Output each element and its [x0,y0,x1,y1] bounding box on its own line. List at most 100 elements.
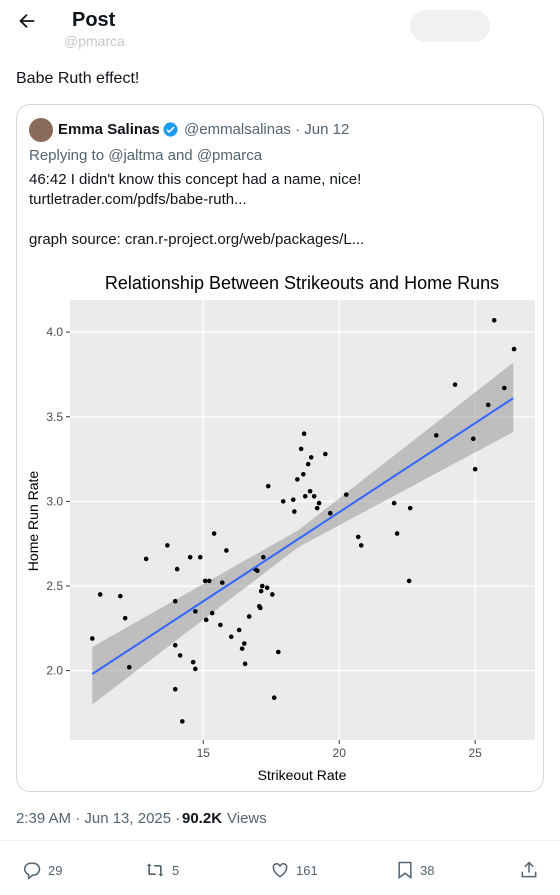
point [219,580,225,585]
trend-line [91,397,514,675]
point [316,500,322,506]
point [218,622,223,628]
point [197,554,203,560]
point [323,451,328,457]
point [307,488,313,494]
point [180,719,185,724]
y-axis-label: Home Run Rate [25,471,41,572]
back-button[interactable] [16,10,38,32]
y-tick-label: 2.0 [46,664,63,678]
point [470,436,476,442]
confidence-band [92,362,514,705]
point [311,494,317,499]
point [239,646,245,651]
reply-icon [24,862,41,880]
point [242,661,248,667]
point [174,566,180,572]
x-tick-label: 25 [468,746,482,760]
point [97,592,103,597]
faded-button [410,10,490,42]
point [122,615,128,621]
bookmark-icon [398,861,412,879]
repost-icon [146,863,164,877]
point [172,642,178,648]
point [193,666,198,672]
like-icon [272,862,288,878]
share-button[interactable] [519,860,539,880]
point [327,510,333,516]
point [305,461,311,467]
point [264,585,270,590]
point [290,497,296,502]
point [452,382,458,387]
x-tick-label: 15 [197,746,211,760]
point [193,609,198,614]
quote-link[interactable]: turtletrader.com/pdfs/babe-ruth... [29,191,247,208]
point [472,466,478,472]
bookmark-count: 38 [420,862,435,878]
point [407,505,413,511]
point [355,534,361,540]
point [126,664,132,670]
replying-to: Replying to @jaltma and @pmarca [29,147,263,164]
point [301,472,306,477]
point [433,433,439,438]
quote-source: graph source: cran.r-project.org/web/pac… [29,231,365,248]
author-name: Emma Salinas [58,121,160,138]
faded-handle: @pmarca [64,33,125,49]
point [236,627,242,633]
point [295,477,300,482]
point [258,588,264,594]
x-tick-label: 20 [333,746,347,760]
author-meta: @emmalsalinas · Jun 12 [184,121,350,138]
chart-title: Relationship Between Strikeouts and Home… [105,273,499,293]
point [358,543,364,548]
bookmark-button[interactable]: 38 [396,860,434,880]
post-text: Babe Ruth effect! [16,70,140,87]
point [343,492,349,497]
point [89,636,95,641]
point [511,346,517,352]
point [187,554,193,560]
point [206,578,212,584]
avatar [29,118,53,142]
y-tick-label: 3.0 [46,494,63,508]
like-button[interactable]: 161 [270,860,318,880]
point [271,695,277,700]
point [256,604,262,609]
y-tick-label: 4.0 [46,325,63,339]
point [165,543,170,548]
point [406,578,412,584]
point [501,385,507,391]
point [265,483,271,489]
point [209,610,215,616]
point [292,509,297,514]
point [190,659,196,665]
point [280,499,286,504]
reply-count: 29 [48,862,63,878]
verified-badge [163,122,178,137]
reply-button[interactable]: 29 [22,860,62,880]
repost-count: 5 [172,862,180,878]
plot-background [70,300,535,740]
repost-button[interactable]: 5 [144,860,179,880]
quote-card[interactable]: Emma Salinas @emmalsalinas · Jun 12 Repl… [16,104,544,792]
point [118,593,123,599]
like-count: 161 [296,862,318,878]
point [203,617,209,623]
point [259,583,265,589]
y-tick-label: 3.5 [46,410,63,424]
point [485,402,491,408]
point [255,568,260,574]
chart: Relationship Between Strikeouts and Home… [18,262,542,790]
point [202,578,208,584]
views-label: Views [227,810,267,827]
point [394,531,400,536]
point [242,641,247,646]
point [261,554,266,560]
post-date: 2:39 AM · Jun 13, 2025 · [16,810,181,827]
point [143,556,149,562]
divider [0,840,560,841]
point [172,686,178,692]
